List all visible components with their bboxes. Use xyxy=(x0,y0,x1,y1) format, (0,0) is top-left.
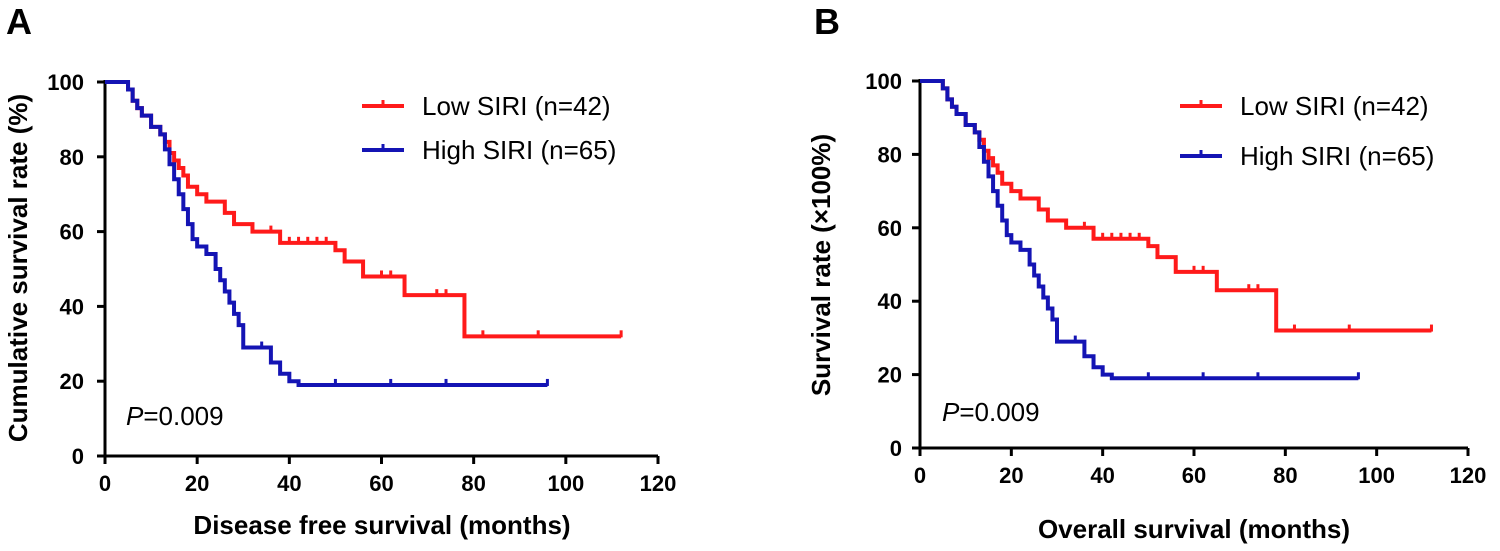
legend-label: High SIRI (n=65) xyxy=(1240,141,1434,171)
y-tick-label: 80 xyxy=(878,142,902,167)
legend-label: Low SIRI (n=42) xyxy=(1240,91,1429,121)
p-value-prefix: P xyxy=(126,401,144,431)
legend-label: High SIRI (n=65) xyxy=(422,135,616,165)
x-tick-label: 40 xyxy=(277,471,301,496)
panel-a: A Cumulative survival rate (%) Disease f… xyxy=(3,1,677,540)
x-tick-label: 100 xyxy=(547,471,584,496)
y-tick-label: 100 xyxy=(865,69,902,94)
legend-label: Low SIRI (n=42) xyxy=(422,91,611,121)
x-tick-label: 0 xyxy=(914,463,926,488)
x-axis-title: Overall survival (months) xyxy=(1038,514,1350,544)
survival-curve-high-siri xyxy=(105,80,548,387)
x-tick-label: 80 xyxy=(1273,463,1297,488)
y-tick-label: 40 xyxy=(60,294,84,319)
x-tick-label: 20 xyxy=(185,471,209,496)
x-tick-label: 40 xyxy=(1090,463,1114,488)
y-tick-label: 100 xyxy=(47,70,84,95)
km-chart-b: B Survival rate (×100%) Overall survival… xyxy=(806,1,1487,544)
y-tick-label: 20 xyxy=(60,369,84,394)
p-value-annotation: P=0.009 xyxy=(126,401,224,431)
panel-b: B Survival rate (×100%) Overall survival… xyxy=(750,0,1500,551)
p-value-text: =0.009 xyxy=(143,401,223,431)
x-tick-label: 0 xyxy=(99,471,111,496)
y-tick-label: 40 xyxy=(878,289,902,314)
y-tick-label: 60 xyxy=(878,216,902,241)
y-tick-label: 0 xyxy=(72,444,84,469)
p-value-text: =0.009 xyxy=(959,397,1039,427)
y-tick-label: 80 xyxy=(60,145,84,170)
x-tick-label: 100 xyxy=(1358,463,1395,488)
y-axis-title: Cumulative survival rate (%) xyxy=(3,94,33,442)
km-chart-a: A Cumulative survival rate (%) Disease f… xyxy=(3,1,677,540)
x-tick-label: 60 xyxy=(1182,463,1206,488)
p-value-prefix: P xyxy=(942,397,960,427)
panel-letter: B xyxy=(814,1,840,42)
x-tick-label: 60 xyxy=(369,471,393,496)
x-tick-label: 120 xyxy=(1450,463,1487,488)
y-axis-title: Survival rate (×100%) xyxy=(806,134,836,396)
x-tick-label: 20 xyxy=(999,463,1023,488)
y-tick-label: 0 xyxy=(890,436,902,461)
panel-letter: A xyxy=(6,1,32,42)
x-axis-title: Disease free survival (months) xyxy=(193,510,570,540)
p-value-annotation: P=0.009 xyxy=(942,397,1040,427)
y-tick-label: 60 xyxy=(60,220,84,245)
x-tick-label: 80 xyxy=(461,471,485,496)
x-tick-label: 120 xyxy=(640,471,677,496)
survival-curve-high-siri xyxy=(920,79,1359,381)
y-tick-label: 20 xyxy=(878,363,902,388)
